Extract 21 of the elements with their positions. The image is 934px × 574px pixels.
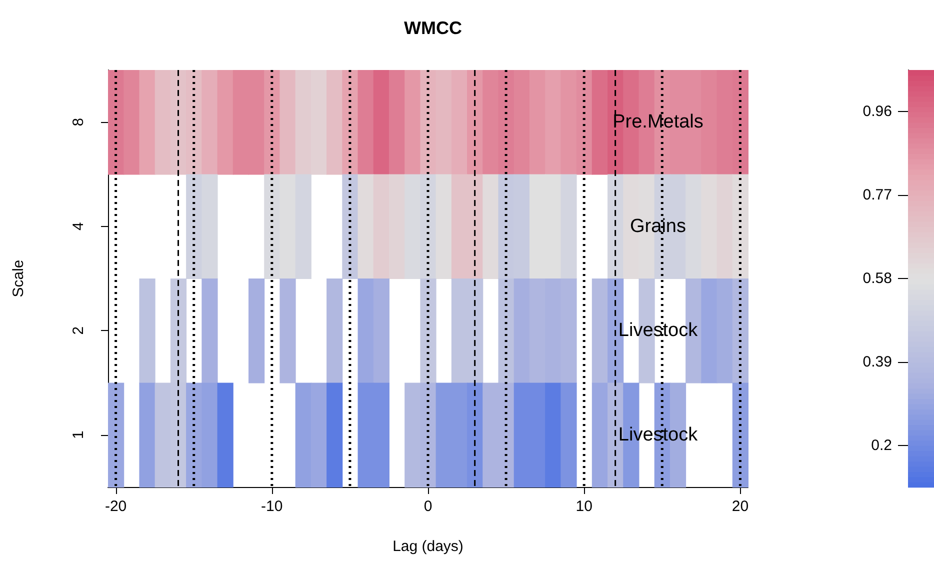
y-tick-label: 1 (70, 430, 87, 440)
y-tick-label: 8 (70, 118, 87, 126)
y-axis-title: Scale (10, 260, 27, 298)
color-bar-label: 0.96 (862, 103, 892, 120)
chart-title: WMCC (404, 18, 462, 38)
annotation: Livestock (618, 320, 698, 342)
color-bar-label: 0.77 (862, 186, 892, 204)
x-tick-label: -10 (261, 498, 283, 515)
x-tick-label: 10 (576, 498, 592, 515)
annotation: Pre.Metals (612, 112, 704, 133)
annotation: Livestock (618, 424, 698, 446)
color-bar-label: 0.58 (862, 270, 892, 287)
x-axis-title: Lag (days) (392, 538, 464, 555)
x-tick-label: -20 (104, 498, 127, 515)
x-tick-label: 20 (732, 498, 749, 515)
annotation: Grains (630, 216, 686, 237)
y-tick-label: 2 (70, 326, 87, 335)
y-tick-label: 4 (70, 222, 87, 231)
color-bar-label: 0.39 (862, 353, 892, 370)
x-tick-label: 0 (424, 498, 432, 515)
color-bar-label: 0.2 (871, 436, 892, 454)
